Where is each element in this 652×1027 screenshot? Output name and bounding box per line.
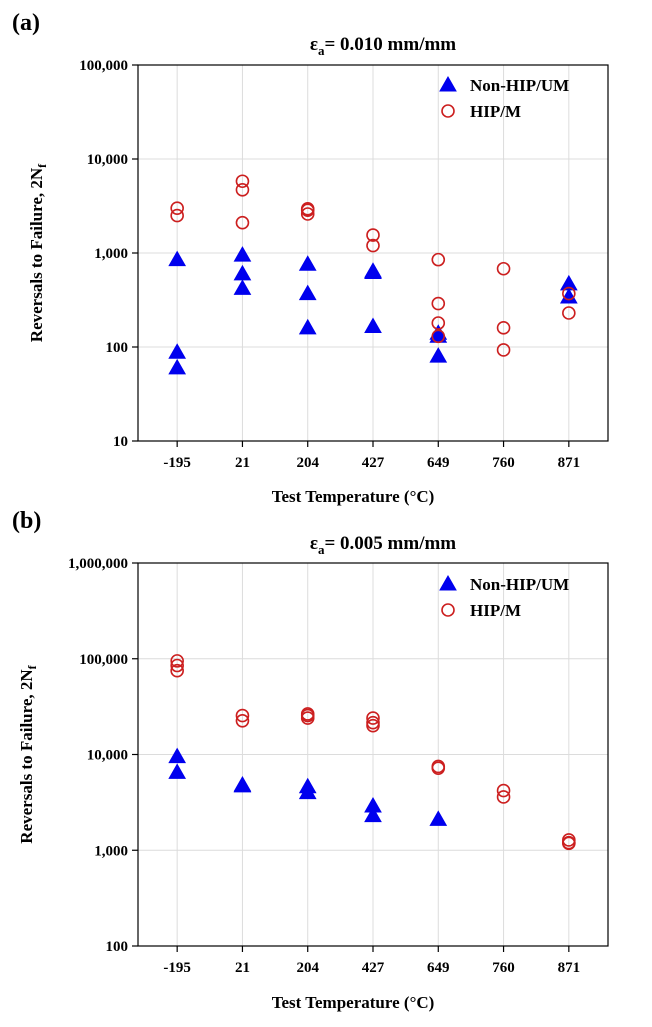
data-point-circle <box>562 306 576 320</box>
data-point-circle <box>366 228 380 242</box>
y-tick-label: 10,000 <box>87 152 128 168</box>
data-point-circle <box>431 316 446 330</box>
data-point-circle <box>496 261 511 276</box>
chart-panel-b: (b) εa= 0.005 mm/mm 100 1,000 10,000 100,000 1… <box>12 508 609 1012</box>
data-point-triangle <box>168 343 187 359</box>
legend: Non-HIP/UM HIP/M <box>439 75 569 121</box>
legend-marker-circle <box>441 104 455 118</box>
data-point-circle <box>300 207 315 221</box>
panel-letter: (b) <box>12 508 41 534</box>
data-point-circle <box>235 183 250 197</box>
legend-label: Non-HIP/UM <box>470 76 569 95</box>
data-point-circle <box>235 713 250 728</box>
legend: Non-HIP/UM HIP/M <box>439 574 569 620</box>
data-point-triangle <box>429 347 448 363</box>
x-tick-label: 427 <box>362 455 385 471</box>
x-tick-label: 204 <box>296 960 319 976</box>
data-point-circle <box>431 329 446 344</box>
x-tick-label: 649 <box>427 960 450 976</box>
y-tick-label: 1,000,000 <box>68 556 128 572</box>
data-point-triangle <box>298 783 317 800</box>
data-point-circle <box>496 783 511 798</box>
data-point-circle <box>366 238 380 253</box>
x-tick-label: 871 <box>558 960 581 976</box>
x-tick-label: 760 <box>492 455 515 471</box>
data-point-circle <box>496 343 511 357</box>
data-point-circle <box>235 708 250 723</box>
y-axis-title: Reversals to Failure, 2Nf <box>27 163 49 342</box>
panel-letter: (a) <box>12 10 40 36</box>
data-point-circle <box>562 286 576 301</box>
data-point-triangle <box>168 250 187 267</box>
data-point-triangle <box>298 318 317 335</box>
legend-marker-circle <box>441 603 455 617</box>
data-point-circle <box>431 252 446 267</box>
data-point-circle <box>170 654 184 668</box>
chart-panel-a: (a) εa= 0.010 mm/mm 10 100 1,000 10,000 100,00… <box>12 10 609 506</box>
data-point-circle <box>235 174 250 189</box>
y-axis-title: Reversals to Failure, 2Nf <box>17 664 39 843</box>
x-tick-label: 21 <box>235 455 250 471</box>
legend-label: Non-HIP/UM <box>470 575 569 594</box>
legend-marker-triangle <box>439 75 457 92</box>
data-point-triangle <box>429 810 448 826</box>
chart-title: εa= 0.005 mm/mm <box>310 533 456 557</box>
series-non-hip-um <box>168 747 448 826</box>
x-tick-label: 649 <box>427 455 450 471</box>
data-point-circle <box>170 201 184 215</box>
data-point-triangle <box>364 806 382 823</box>
data-point-circle <box>170 208 184 223</box>
data-point-triangle <box>233 264 252 281</box>
x-tick-label: 204 <box>296 455 319 471</box>
x-tick-label: -195 <box>163 960 191 976</box>
data-point-triangle <box>364 317 382 334</box>
data-point-triangle <box>298 255 317 271</box>
y-tick-label: 100 <box>106 939 129 955</box>
x-axis-title: Test Temperature (°C) <box>272 487 435 506</box>
data-point-circle <box>366 711 380 725</box>
data-point-triangle <box>233 776 252 793</box>
y-tick-label: 10 <box>113 434 128 450</box>
data-point-circle <box>235 215 250 230</box>
data-point-triangle <box>168 747 187 764</box>
data-point-circle <box>496 321 511 335</box>
x-tick-label: 760 <box>492 960 515 976</box>
chart-title: εa= 0.010 mm/mm <box>310 34 456 58</box>
data-point-circle <box>300 711 315 725</box>
data-point-circle <box>562 836 576 851</box>
y-tick-label: 100,000 <box>79 58 128 74</box>
data-point-circle <box>431 296 446 311</box>
legend-label: HIP/M <box>470 102 521 121</box>
data-point-circle <box>170 658 184 673</box>
y-tick-label: 100,000 <box>79 652 128 668</box>
series-hip-m <box>170 174 576 357</box>
x-tick-label: 21 <box>235 960 250 976</box>
x-tick-label: -195 <box>163 455 191 471</box>
data-point-circle <box>431 761 446 775</box>
data-point-triangle <box>364 263 382 280</box>
data-point-circle <box>170 663 184 678</box>
data-point-circle <box>496 790 511 804</box>
y-tick-label: 1,000 <box>94 843 128 859</box>
data-point-triangle <box>298 284 317 301</box>
y-tick-label: 100 <box>106 340 129 356</box>
data-point-triangle <box>168 358 187 375</box>
x-tick-label: 871 <box>558 455 581 471</box>
data-point-triangle <box>233 246 252 262</box>
legend-marker-triangle <box>439 574 457 591</box>
data-point-triangle <box>168 763 187 779</box>
series-hip-m <box>170 654 576 851</box>
y-tick-label: 1,000 <box>94 246 128 262</box>
legend-label: HIP/M <box>470 601 521 620</box>
x-tick-label: 427 <box>362 960 385 976</box>
data-point-circle <box>300 203 315 218</box>
y-tick-label: 10,000 <box>87 748 128 764</box>
x-axis-title: Test Temperature (°C) <box>272 993 435 1012</box>
data-point-triangle <box>559 288 578 304</box>
data-point-circle <box>366 718 380 733</box>
data-point-triangle <box>233 279 252 295</box>
